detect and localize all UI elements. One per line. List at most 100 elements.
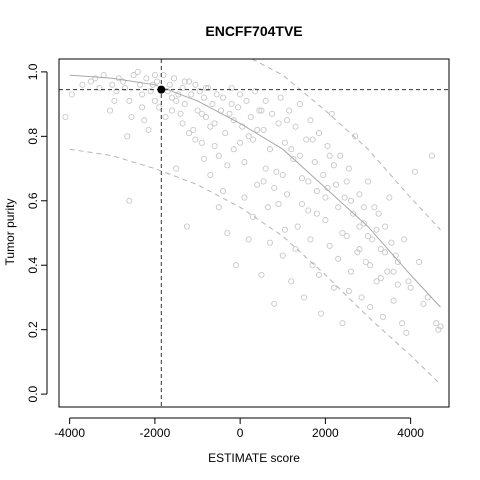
data-point xyxy=(345,165,352,172)
y-tick-label: 0.6 xyxy=(26,192,40,209)
data-point xyxy=(275,120,282,127)
fit-curve xyxy=(69,74,441,308)
x-tick-label: 2000 xyxy=(312,426,339,440)
data-point xyxy=(92,75,99,82)
data-point xyxy=(237,139,244,146)
data-point xyxy=(356,191,363,198)
data-point xyxy=(328,110,335,117)
data-point xyxy=(124,133,131,140)
data-point xyxy=(228,101,235,108)
data-point xyxy=(330,284,337,291)
data-point xyxy=(200,94,207,101)
data-point xyxy=(200,155,207,162)
data-point xyxy=(234,104,242,111)
data-point xyxy=(288,278,295,285)
data-point xyxy=(254,181,261,188)
data-point xyxy=(122,84,129,92)
data-point xyxy=(115,75,122,82)
data-point xyxy=(367,304,374,311)
data-point xyxy=(126,197,133,204)
x-axis-label: ESTIMATE score xyxy=(208,451,300,465)
data-point xyxy=(405,278,412,285)
data-point xyxy=(260,178,267,185)
data-point xyxy=(96,84,103,92)
data-point xyxy=(147,88,154,95)
data-point xyxy=(164,88,171,95)
x-tick-label: 4000 xyxy=(397,426,424,440)
lower-bound-curve xyxy=(69,148,441,385)
data-point xyxy=(428,152,436,159)
data-point xyxy=(266,239,274,246)
chart-title: ENCFF704TVE xyxy=(205,23,302,39)
data-point xyxy=(311,159,318,166)
data-point xyxy=(283,191,291,198)
data-point xyxy=(109,81,116,88)
axes-layer: -4000 -2000 0 2000 4000 0.0 0.2 0.4 0.6 0.8 1.0 xyxy=(26,58,450,440)
data-point xyxy=(335,204,342,211)
data-point xyxy=(330,162,337,169)
data-point xyxy=(211,142,218,150)
data-point xyxy=(326,242,333,249)
data-point xyxy=(198,139,205,146)
data-point xyxy=(185,130,193,137)
y-tick-label: 0.2 xyxy=(26,321,40,338)
data-point xyxy=(286,107,293,114)
data-point xyxy=(128,113,135,121)
data-point xyxy=(198,110,205,117)
data-point xyxy=(364,178,372,185)
data-point xyxy=(249,136,256,143)
data-point xyxy=(301,294,308,301)
data-point xyxy=(183,223,190,230)
data-point xyxy=(145,126,152,133)
data-point xyxy=(324,142,331,150)
data-point xyxy=(305,178,312,185)
data-point xyxy=(309,136,316,143)
data-point xyxy=(394,258,401,266)
data-point xyxy=(322,194,329,201)
data-point xyxy=(264,204,271,211)
data-point xyxy=(243,97,250,104)
data-point xyxy=(202,84,210,92)
data-point xyxy=(173,165,180,172)
data-point xyxy=(369,236,376,243)
data-point xyxy=(249,213,256,220)
data-point xyxy=(166,81,173,88)
data-point xyxy=(307,236,314,243)
data-point xyxy=(168,107,176,114)
data-point xyxy=(230,146,237,153)
data-point xyxy=(358,294,365,301)
data-point xyxy=(362,258,369,266)
data-point xyxy=(433,320,440,327)
plot-frame xyxy=(58,58,450,408)
data-point xyxy=(352,133,359,140)
data-point xyxy=(211,120,218,127)
data-point xyxy=(343,233,350,240)
data-point xyxy=(292,246,299,253)
data-point xyxy=(87,78,95,85)
data-point xyxy=(171,75,178,82)
data-point xyxy=(245,236,252,243)
data-point xyxy=(382,249,389,256)
data-point xyxy=(232,262,239,269)
data-point xyxy=(347,197,355,204)
data-point xyxy=(153,78,161,85)
data-point xyxy=(283,117,291,124)
lines-layer xyxy=(59,59,449,407)
data-point xyxy=(350,210,357,217)
data-point xyxy=(185,78,193,85)
data-point xyxy=(373,278,380,285)
data-point xyxy=(279,252,286,259)
data-point xyxy=(266,146,274,153)
data-point xyxy=(220,94,227,101)
data-point xyxy=(215,204,222,211)
data-point xyxy=(399,320,406,327)
data-point xyxy=(407,284,414,291)
data-point xyxy=(179,120,186,127)
data-point xyxy=(347,268,355,275)
data-point xyxy=(256,107,263,114)
x-tick-label: 0 xyxy=(237,426,244,440)
data-point xyxy=(303,136,310,143)
data-point xyxy=(162,113,169,121)
data-point xyxy=(335,255,342,262)
